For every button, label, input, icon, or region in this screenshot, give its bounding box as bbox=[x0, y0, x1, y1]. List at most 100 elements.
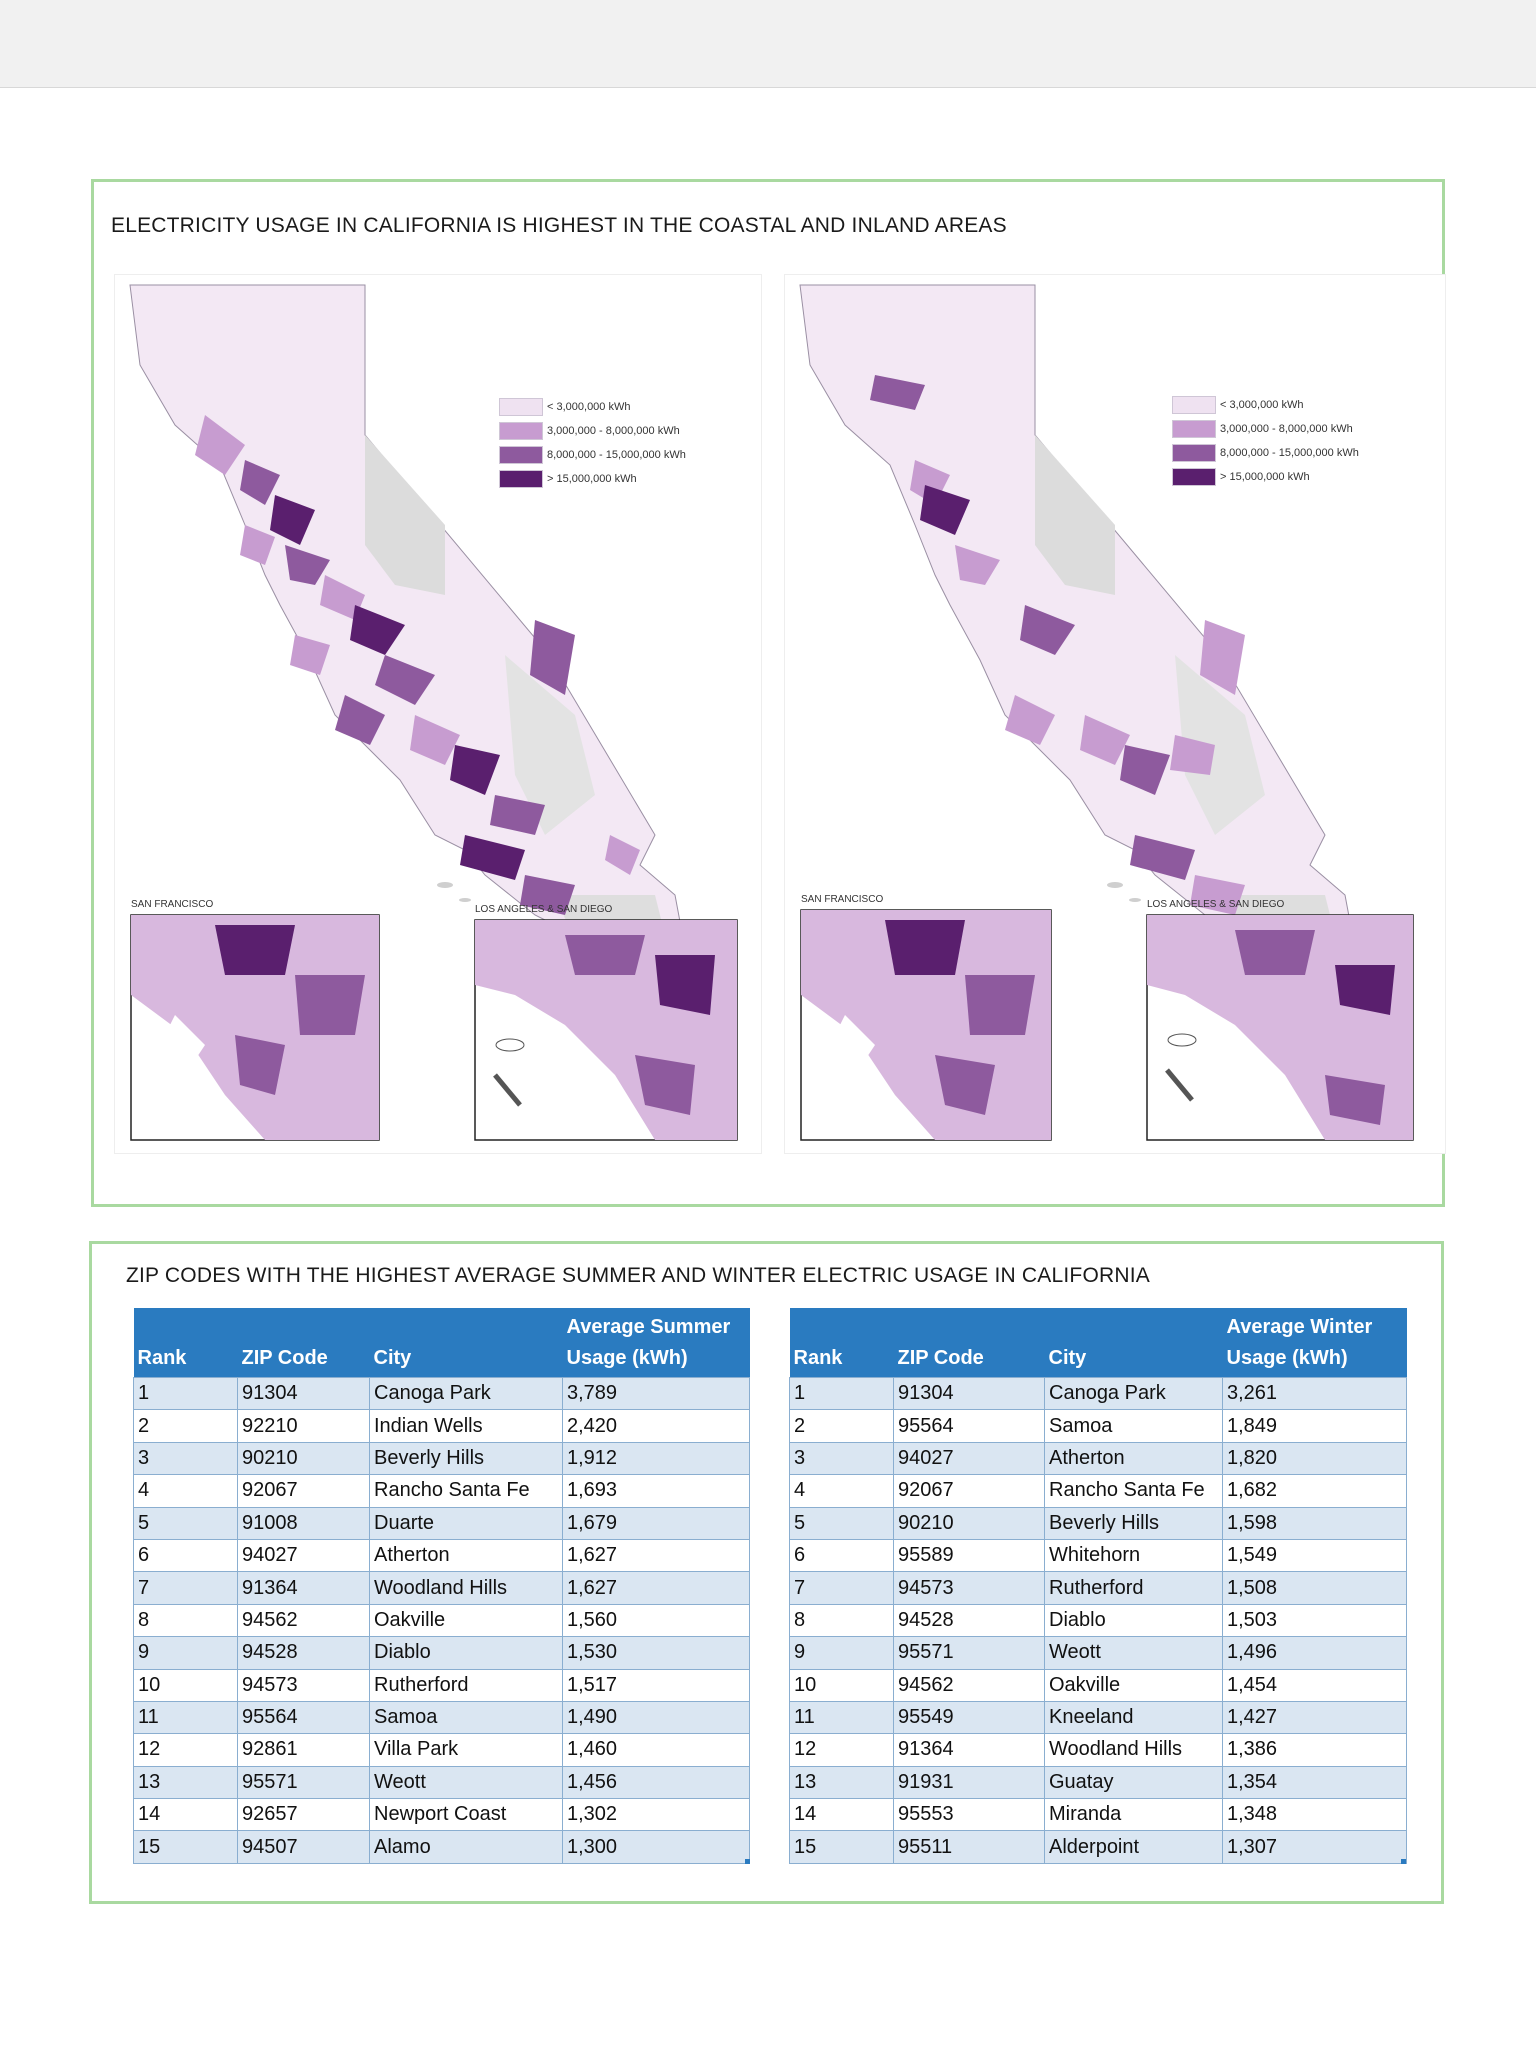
cell-city: Woodland Hills bbox=[1044, 1733, 1223, 1767]
cell-city: Whitehorn bbox=[1044, 1538, 1223, 1573]
cell-city: Woodland Hills bbox=[369, 1571, 563, 1605]
cell-city: Kneeland bbox=[1044, 1700, 1223, 1735]
cell-rank: 14 bbox=[133, 1798, 238, 1832]
cell-rank: 2 bbox=[133, 1409, 238, 1443]
cell-usage: 1,849 bbox=[1222, 1409, 1407, 1443]
cell-rank: 13 bbox=[789, 1765, 894, 1800]
cell-rank: 3 bbox=[133, 1441, 238, 1476]
legend-swatch bbox=[1172, 420, 1216, 438]
legend-item: 8,000,000 - 15,000,000 kWh bbox=[499, 443, 686, 467]
cell-usage: 1,508 bbox=[1222, 1571, 1407, 1605]
table-resize-handle bbox=[745, 1859, 750, 1864]
cell-city: Beverly Hills bbox=[369, 1441, 563, 1476]
legend-label: > 15,000,000 kWh bbox=[1220, 471, 1310, 483]
cell-zip: 94507 bbox=[237, 1830, 370, 1864]
cell-rank: 14 bbox=[789, 1798, 894, 1832]
tables-title: ZIP CODES WITH THE HIGHEST AVERAGE SUMME… bbox=[126, 1264, 1150, 1287]
inset-sf: SAN FRANCISCO bbox=[800, 894, 1052, 1141]
cell-usage: 1,354 bbox=[1222, 1765, 1407, 1800]
viewer-toolbar bbox=[0, 0, 1536, 88]
inset-la: LOS ANGELES & SAN DIEGO bbox=[474, 904, 738, 1141]
cell-rank: 13 bbox=[133, 1765, 238, 1800]
cell-rank: 5 bbox=[133, 1506, 238, 1540]
cell-usage: 1,307 bbox=[1222, 1830, 1407, 1864]
cell-zip: 95549 bbox=[893, 1700, 1045, 1735]
table-row: 13 95571 Weott 1,456 bbox=[133, 1765, 750, 1800]
legend-swatch bbox=[1172, 444, 1216, 462]
map-figure-title: ELECTRICITY USAGE IN CALIFORNIA IS HIGHE… bbox=[111, 214, 1007, 237]
legend-label: 8,000,000 - 15,000,000 kWh bbox=[547, 449, 686, 461]
cell-zip: 95589 bbox=[893, 1538, 1045, 1573]
cell-rank: 9 bbox=[133, 1636, 238, 1670]
table-header-row: Rank ZIP Code City Average Winter Usage (… bbox=[789, 1308, 1407, 1378]
cell-city: Samoa bbox=[1044, 1409, 1223, 1443]
cell-usage: 1,456 bbox=[562, 1765, 750, 1800]
table-row: 8 94562 Oakville 1,560 bbox=[133, 1603, 750, 1638]
cell-zip: 91931 bbox=[893, 1765, 1045, 1800]
cell-rank: 8 bbox=[789, 1603, 894, 1638]
california-choropleth-winter: SAN FRANCISCO LOS ANGELES & SAN DIEGO bbox=[799, 284, 1414, 1141]
inset-la-label: LOS ANGELES & SAN DIEGO bbox=[475, 904, 612, 915]
table-resize-handle bbox=[1401, 1859, 1406, 1864]
cell-rank: 4 bbox=[133, 1474, 238, 1508]
table-row: 15 94507 Alamo 1,300 bbox=[133, 1830, 750, 1864]
cell-zip: 91364 bbox=[237, 1571, 370, 1605]
legend-label: 8,000,000 - 15,000,000 kWh bbox=[1220, 447, 1359, 459]
cell-usage: 1,386 bbox=[1222, 1733, 1407, 1767]
header-zip: ZIP Code bbox=[893, 1308, 1045, 1378]
cell-usage: 1,496 bbox=[1222, 1636, 1407, 1670]
table-row: 11 95564 Samoa 1,490 bbox=[133, 1700, 750, 1735]
cell-city: Atherton bbox=[369, 1538, 563, 1573]
cell-usage: 1,679 bbox=[562, 1506, 750, 1540]
legend-item: 8,000,000 - 15,000,000 kWh bbox=[1172, 441, 1359, 465]
table-row: 7 94573 Rutherford 1,508 bbox=[789, 1571, 1407, 1605]
legend-label: < 3,000,000 kWh bbox=[1220, 399, 1304, 411]
legend-label: > 15,000,000 kWh bbox=[547, 473, 637, 485]
cell-zip: 95553 bbox=[893, 1798, 1045, 1832]
cell-rank: 12 bbox=[789, 1733, 894, 1767]
cell-zip: 91304 bbox=[893, 1376, 1045, 1411]
cell-zip: 92067 bbox=[237, 1474, 370, 1508]
table-row: 4 92067 Rancho Santa Fe 1,682 bbox=[789, 1474, 1407, 1508]
cell-zip: 92067 bbox=[893, 1474, 1045, 1508]
cell-usage: 1,460 bbox=[562, 1733, 750, 1767]
cell-usage: 1,598 bbox=[1222, 1506, 1407, 1540]
cell-zip: 91304 bbox=[237, 1376, 370, 1411]
legend-label: 3,000,000 - 8,000,000 kWh bbox=[1220, 423, 1353, 435]
cell-usage: 1,912 bbox=[562, 1441, 750, 1476]
legend-swatch bbox=[499, 398, 543, 416]
map-figure-panel: ELECTRICITY USAGE IN CALIFORNIA IS HIGHE… bbox=[91, 179, 1446, 1207]
cell-zip: 90210 bbox=[237, 1441, 370, 1476]
cell-rank: 6 bbox=[789, 1538, 894, 1573]
table-row: 5 91008 Duarte 1,679 bbox=[133, 1506, 750, 1540]
header-rank: Rank bbox=[133, 1308, 238, 1378]
cell-rank: 4 bbox=[789, 1474, 894, 1508]
cell-zip: 95571 bbox=[893, 1636, 1045, 1670]
cell-zip: 90210 bbox=[893, 1506, 1045, 1540]
table-row: 11 95549 Kneeland 1,427 bbox=[789, 1700, 1407, 1735]
cell-city: Miranda bbox=[1044, 1798, 1223, 1832]
inset-la-label: LOS ANGELES & SAN DIEGO bbox=[1147, 899, 1284, 910]
cell-zip: 94528 bbox=[893, 1603, 1045, 1638]
legend-item: 3,000,000 - 8,000,000 kWh bbox=[499, 419, 686, 443]
table-row: 15 95511 Alderpoint 1,307 bbox=[789, 1830, 1407, 1864]
header-zip: ZIP Code bbox=[237, 1308, 370, 1378]
table-row: 10 94573 Rutherford 1,517 bbox=[133, 1668, 750, 1702]
cell-zip: 91008 bbox=[237, 1506, 370, 1540]
cell-rank: 7 bbox=[789, 1571, 894, 1605]
cell-city: Beverly Hills bbox=[1044, 1506, 1223, 1540]
cell-rank: 1 bbox=[133, 1376, 238, 1411]
cell-zip: 92657 bbox=[237, 1798, 370, 1832]
cell-usage: 1,560 bbox=[562, 1603, 750, 1638]
usage-tables-panel: ZIP CODES WITH THE HIGHEST AVERAGE SUMME… bbox=[89, 1241, 1444, 1904]
cell-city: Weott bbox=[1044, 1636, 1223, 1670]
cell-rank: 3 bbox=[789, 1441, 894, 1476]
cell-city: Oakville bbox=[369, 1603, 563, 1638]
cell-usage: 1,682 bbox=[1222, 1474, 1407, 1508]
cell-city: Villa Park bbox=[369, 1733, 563, 1767]
cell-usage: 1,503 bbox=[1222, 1603, 1407, 1638]
cell-city: Duarte bbox=[369, 1506, 563, 1540]
cell-zip: 94573 bbox=[237, 1668, 370, 1702]
header-city: City bbox=[369, 1308, 563, 1378]
cell-usage: 3,789 bbox=[562, 1376, 750, 1411]
